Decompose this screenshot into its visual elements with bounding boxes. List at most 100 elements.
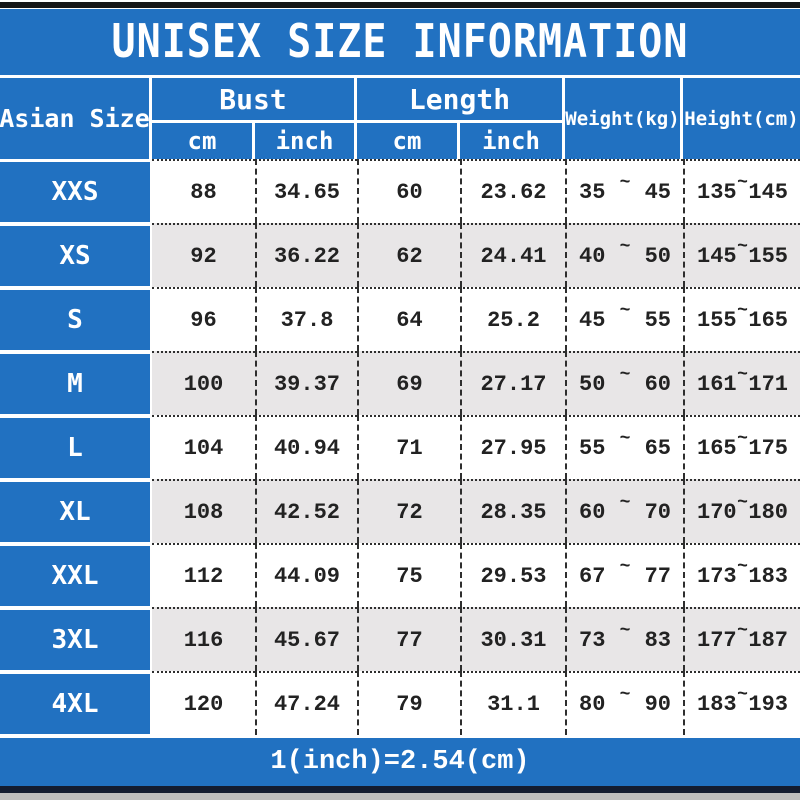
weight-min-value: 45 — [579, 307, 606, 333]
height-max-value: 180 — [748, 499, 788, 525]
tilde-separator: ~ — [737, 685, 748, 705]
weight-max-value: 45 — [644, 179, 671, 205]
tilde-separator: ~ — [737, 173, 748, 193]
weight-range-cell: 45 ~ 55 — [565, 287, 683, 351]
length-cm-cell: 75 — [357, 543, 460, 607]
bust-inch-cell: 34.65 — [255, 159, 357, 223]
weight-range-cell: 35 ~ 45 — [565, 159, 683, 223]
tilde-separator: ~ — [737, 365, 748, 385]
weight-min-value: 80 — [579, 691, 606, 717]
page-title: UNISEX SIZE INFORMATION — [111, 15, 689, 69]
bust-cm-cell: 112 — [152, 543, 255, 607]
height-range-cell: 177 ~ 187 — [683, 607, 800, 671]
weight-min-value: 67 — [579, 563, 606, 589]
bust-cm-cell: 92 — [152, 223, 255, 287]
col-subheader-length-cm: cm — [357, 123, 457, 159]
bust-inch-cell: 45.67 — [255, 607, 357, 671]
length-inch-cell: 27.17 — [460, 351, 565, 415]
length-inch-cell: 31.1 — [460, 671, 565, 735]
length-inch-cell: 27.95 — [460, 415, 565, 479]
tilde-separator: ~ — [619, 621, 631, 641]
tilde-separator: ~ — [619, 301, 631, 321]
height-min-value: 173 — [697, 563, 737, 589]
size-label-cell: XL — [0, 479, 152, 543]
bust-cm-cell: 116 — [152, 607, 255, 671]
table-body: XXS 88 34.65 60 23.62 35 ~ 45 135 ~ 145 … — [0, 159, 800, 735]
weight-range-cell: 50 ~ 60 — [565, 351, 683, 415]
tilde-separator: ~ — [619, 685, 631, 705]
bust-inch-cell: 44.09 — [255, 543, 357, 607]
bust-cm-cell: 88 — [152, 159, 255, 223]
weight-range-cell: 60 ~ 70 — [565, 479, 683, 543]
weight-range-cell: 67 ~ 77 — [565, 543, 683, 607]
weight-min-value: 73 — [579, 627, 606, 653]
weight-range-cell: 40 ~ 50 — [565, 223, 683, 287]
weight-range-cell: 80 ~ 90 — [565, 671, 683, 735]
tilde-separator: ~ — [619, 493, 631, 513]
col-header-asian-size: Asian Size — [0, 78, 149, 159]
length-cm-cell: 71 — [357, 415, 460, 479]
length-cm-cell: 69 — [357, 351, 460, 415]
height-min-value: 165 — [697, 435, 737, 461]
length-cm-cell: 77 — [357, 607, 460, 671]
tilde-separator: ~ — [737, 301, 748, 321]
weight-max-value: 83 — [644, 627, 671, 653]
size-label-cell: XXL — [0, 543, 152, 607]
tilde-separator: ~ — [737, 237, 748, 257]
bust-inch-cell: 47.24 — [255, 671, 357, 735]
bust-cm-cell: 100 — [152, 351, 255, 415]
tilde-separator: ~ — [619, 237, 631, 257]
table-row: XXS 88 34.65 60 23.62 35 ~ 45 135 ~ 145 — [0, 159, 800, 223]
height-range-cell: 161 ~ 171 — [683, 351, 800, 415]
footer-bar: 1(inch)=2.54(cm) — [0, 738, 800, 786]
weight-range-cell: 55 ~ 65 — [565, 415, 683, 479]
length-cm-cell: 62 — [357, 223, 460, 287]
height-min-value: 145 — [697, 243, 737, 269]
top-white-strip-2 — [0, 8, 800, 9]
table-row: 3XL 116 45.67 77 30.31 73 ~ 83 177 ~ 187 — [0, 607, 800, 671]
weight-max-value: 55 — [644, 307, 671, 333]
weight-max-value: 90 — [644, 691, 671, 717]
length-inch-cell: 28.35 — [460, 479, 565, 543]
size-label-cell: XS — [0, 223, 152, 287]
length-inch-cell: 30.31 — [460, 607, 565, 671]
length-cm-cell: 60 — [357, 159, 460, 223]
size-label-cell: 3XL — [0, 607, 152, 671]
size-label-cell: L — [0, 415, 152, 479]
height-max-value: 183 — [748, 563, 788, 589]
col-header-weight: Weight(kg) — [565, 78, 680, 159]
height-range-cell: 183 ~ 193 — [683, 671, 800, 735]
length-inch-cell: 25.2 — [460, 287, 565, 351]
weight-max-value: 65 — [644, 435, 671, 461]
height-max-value: 193 — [748, 691, 788, 717]
height-range-cell: 155 ~ 165 — [683, 287, 800, 351]
length-cm-cell: 64 — [357, 287, 460, 351]
table-row: S 96 37.8 64 25.2 45 ~ 55 155 ~ 165 — [0, 287, 800, 351]
table-row: XS 92 36.22 62 24.41 40 ~ 50 145 ~ 155 — [0, 223, 800, 287]
tilde-separator: ~ — [619, 557, 631, 577]
weight-range-cell: 73 ~ 83 — [565, 607, 683, 671]
size-label-cell: M — [0, 351, 152, 415]
tilde-separator: ~ — [619, 365, 631, 385]
weight-min-value: 55 — [579, 435, 606, 461]
height-min-value: 161 — [697, 371, 737, 397]
height-min-value: 170 — [697, 499, 737, 525]
table-row: XXL 112 44.09 75 29.53 67 ~ 77 173 ~ 183 — [0, 543, 800, 607]
tilde-separator: ~ — [737, 493, 748, 513]
bust-inch-cell: 37.8 — [255, 287, 357, 351]
bust-cm-cell: 104 — [152, 415, 255, 479]
tilde-separator: ~ — [619, 173, 631, 193]
bottom-border-bar — [0, 786, 800, 793]
height-min-value: 135 — [697, 179, 737, 205]
tilde-separator: ~ — [619, 429, 631, 449]
conversion-note: 1(inch)=2.54(cm) — [270, 747, 530, 777]
size-label-cell: XXS — [0, 159, 152, 223]
height-max-value: 171 — [748, 371, 788, 397]
weight-min-value: 50 — [579, 371, 606, 397]
col-header-length: Length — [357, 78, 562, 120]
weight-max-value: 50 — [644, 243, 671, 269]
length-inch-cell: 29.53 — [460, 543, 565, 607]
col-subheader-bust-cm: cm — [152, 123, 252, 159]
table-row: L 104 40.94 71 27.95 55 ~ 65 165 ~ 175 — [0, 415, 800, 479]
